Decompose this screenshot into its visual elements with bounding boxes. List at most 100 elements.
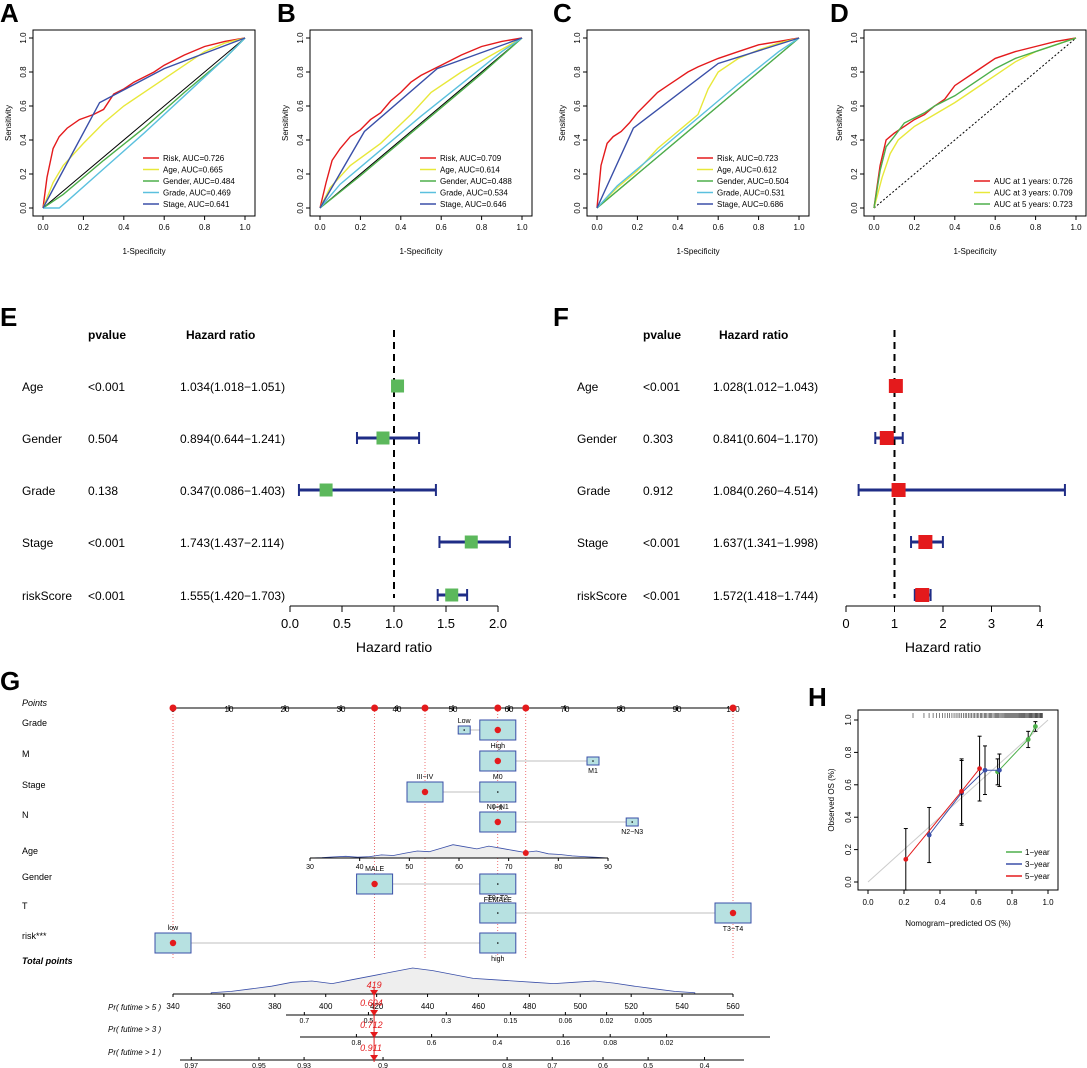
x-tick-label: 0.2 [355,223,367,232]
hr-point [888,379,903,393]
legend-label: 3−year [1025,860,1050,869]
survival-tick-label: 0.6 [427,1040,437,1047]
age-tick-label: 50 [405,864,413,871]
x-axis-label: 1-Specificity [953,247,996,256]
row-hr: 0.894(0.644−1.241) [180,432,285,446]
y-tick-label: 1.0 [844,714,853,726]
calibration-line [997,726,1036,773]
row-pvalue: <0.001 [88,380,125,394]
row-name: riskScore [577,589,627,603]
roc-frame [863,29,1087,217]
category-label: FEMALE [484,897,512,904]
y-tick-label: 1.0 [19,32,28,44]
calibration-point [959,788,964,794]
roc-panel-a: 0.0 0.0 0.2 0.2 0.4 0.4 0.6 0.6 0.8 0.8 1.0 1.0 1-Sp… [4,29,256,256]
category-label: M1 [588,768,598,775]
y-tick-label: 0.8 [19,66,28,78]
x-axis-label: Hazard ratio [356,639,432,655]
panel-label-c: C [553,0,572,28]
x-axis-label: Nomogram−predicted OS (%) [905,919,1011,928]
points-marker [729,704,737,712]
survival-tick-label: 0.15 [504,1018,518,1025]
legend-label: AUC at 1 years: 0.726 [994,177,1073,186]
roc-line-4 [319,37,523,209]
hr-point [918,535,933,549]
survival-tick-label: 0.95 [252,1063,266,1068]
age-tick-label: 30 [306,864,314,871]
survival-tick-label: 0.005 [634,1018,652,1025]
survival-tick-label: 0.5 [643,1063,653,1068]
y-tick-label: 0.0 [844,876,853,888]
legend-label: AUC at 3 years: 0.709 [994,189,1073,198]
row-label: Gender [22,872,52,882]
hr-point [915,588,930,602]
survival-tick-label: 0.02 [600,1018,614,1025]
total-value-label: 419 [367,980,382,990]
hr-point [464,535,478,549]
survival-prob: 0.604 [360,998,383,1008]
x-tick-label: 0.0 [314,223,326,232]
survival-tick-label: 0.3 [441,1018,451,1025]
survival-tick-label: 0.97 [184,1063,198,1068]
roc-line-4 [42,37,246,209]
roc-line-0 [42,37,246,209]
survival-tick-label: 0.02 [660,1040,674,1047]
y-tick-label: 1.0 [296,32,305,44]
points-tick-label: 80 [617,705,626,714]
survival-tick-label: 0.7 [547,1063,557,1068]
diagonal-reference [42,37,246,209]
x-tick-label: 0.8 [476,223,488,232]
y-tick-label: 0.2 [19,168,28,180]
roc-line-1 [42,37,246,209]
row-hr: 0.347(0.086−1.403) [180,484,285,498]
x-tick-label: 0.8 [1030,223,1042,232]
legend-label: Grade, AUC=0.469 [163,189,231,198]
hr-header: Hazard ratio [719,328,788,342]
x-tick-label: 0.2 [898,898,910,907]
legend-label: Risk, AUC=0.726 [163,154,225,163]
points-tick-label: 50 [449,705,458,714]
selected-value-dot [729,909,737,917]
row-pvalue: <0.001 [643,589,680,603]
x-tick-label: 1.0 [1070,223,1082,232]
survival-marker [370,1055,379,1061]
category-label: N2−N3 [621,829,643,836]
survival-tick-label: 0.4 [700,1063,710,1068]
total-tick-label: 560 [726,1002,740,1011]
survival-label: Pr( futime > 5 ) [108,1003,161,1012]
category-label: N0−N1 [487,804,509,811]
y-tick-label: 0.2 [850,168,859,180]
hr-point [445,588,459,602]
roc-frame [586,29,810,217]
x-tick-label: 0.0 [37,223,49,232]
row-hr: 1.034(1.018−1.051) [180,380,285,394]
age-tick-label: 80 [554,864,562,871]
calibration-line [928,769,1000,836]
legend-label: Age, AUC=0.612 [717,166,777,175]
category-label: M0 [493,774,503,781]
legend-label: Stage, AUC=0.646 [440,200,507,209]
x-axis-label: 1-Specificity [676,247,719,256]
points-marker [522,704,530,712]
survival-marker [370,1032,379,1038]
x-tick-label: 0.4 [118,223,130,232]
roc-line-1 [596,37,800,209]
survival-label: Pr( futime > 3 ) [108,1025,161,1034]
panel-label-f: F [553,302,569,332]
y-tick-label: 0.6 [19,100,28,112]
x-tick-label: 1.5 [437,616,455,631]
selected-value-dot [494,726,501,734]
legend-label: 1−year [1025,848,1050,857]
row-name: Grade [22,484,56,498]
y-tick-label: 0.8 [844,746,853,758]
x-tick-label: 1.0 [516,223,528,232]
points-marker [494,704,502,712]
legend-label: Risk, AUC=0.709 [440,154,502,163]
x-tick-label: 0.8 [1006,898,1018,907]
category-center-dot [497,883,499,885]
selected-value-dot [494,757,501,765]
x-tick-label: 1.0 [385,616,403,631]
calibration-point [903,856,909,862]
total-tick-label: 420 [370,1002,384,1011]
